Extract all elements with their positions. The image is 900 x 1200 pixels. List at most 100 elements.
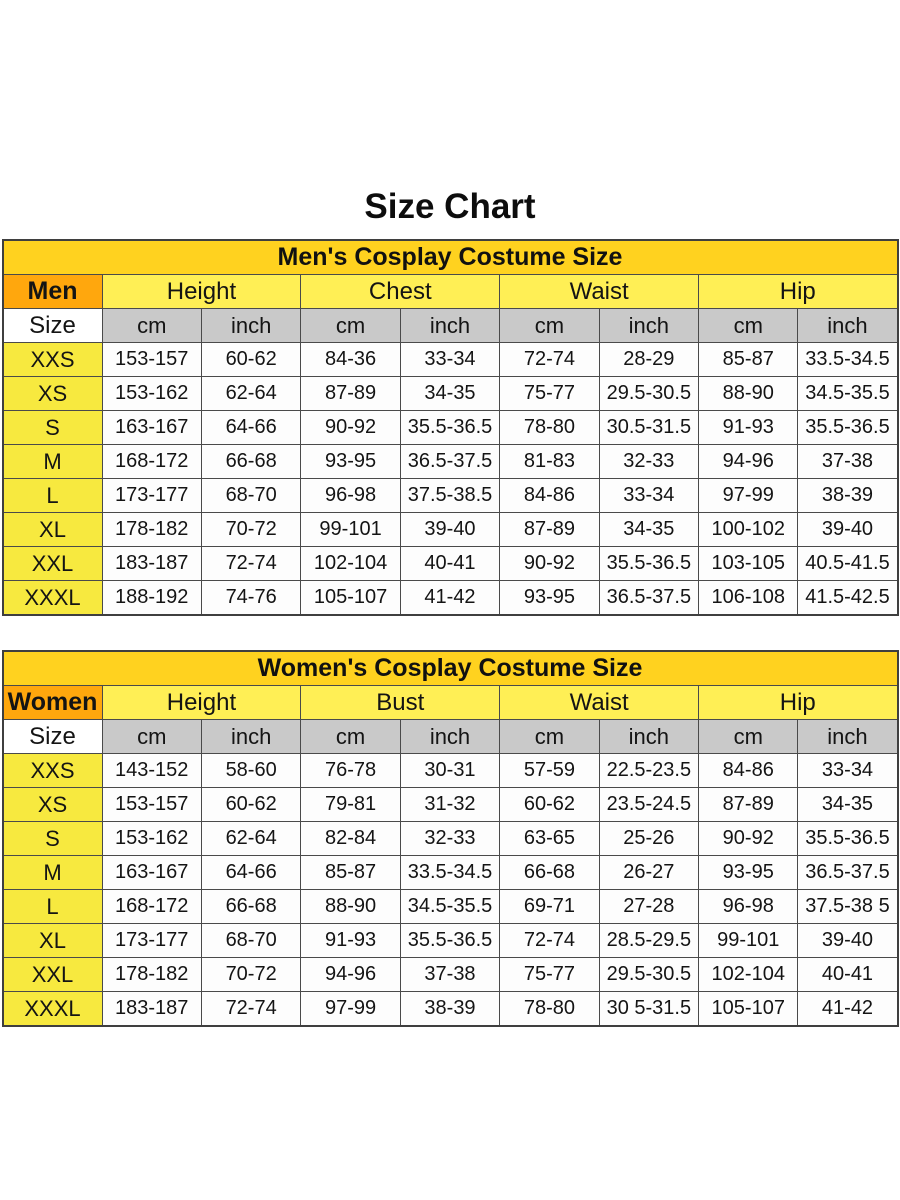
table-row: M 168-172 66-68 93-95 36.5-37.5 81-83 32-33 94-… [2,444,898,479]
data-cell: 33-34 [399,342,501,377]
data-cell: 62-64 [200,821,302,856]
data-cell: 153-162 [101,376,202,411]
size-label-cell: M [2,855,103,890]
data-cell: 90-92 [499,546,600,581]
group-header-row: Men Height Chest Waist Hip [2,274,898,309]
data-cell: 97-99 [698,478,799,513]
size-label-cell: XXL [2,546,103,581]
data-cell: 79-81 [300,787,401,822]
top-whitespace [0,0,900,184]
table-row: XL 173-177 68-70 91-93 35.5-36.5 72-74 28.5-29… [2,923,898,958]
data-cell: 23.5-24.5 [598,787,700,822]
size-label-cell: XXS [2,342,103,377]
data-cell: 105-107 [698,991,799,1027]
unit-cell: inch [200,719,302,754]
table-row: XXL 178-182 70-72 94-96 37-38 75-77 29.5-30.5 1… [2,957,898,992]
data-cell: 68-70 [200,478,302,513]
size-header-cell: Size [2,308,103,343]
table-title-row: Men's Cosplay Costume Size [2,239,898,275]
table-row: XXXL 188-192 74-76 105-107 41-42 93-95 36.5-37… [2,580,898,616]
data-cell: 35.5-36.5 [399,923,501,958]
data-cell: 163-167 [101,855,202,890]
unit-cell: cm [101,719,202,754]
data-cell: 153-157 [101,787,202,822]
data-cell: 78-80 [499,410,600,445]
data-cell: 35.5-36.5 [399,410,501,445]
data-cell: 40-41 [797,957,898,992]
data-cell: 105-107 [300,580,401,616]
data-cell: 34-35 [797,787,898,822]
table-row: XS 153-157 60-62 79-81 31-32 60-62 23.5-24.5 87… [2,787,898,822]
data-cell: 64-66 [200,410,302,445]
data-cell: 103-105 [698,546,799,581]
data-cell: 85-87 [698,342,799,377]
data-cell: 60-62 [499,787,600,822]
unit-header-row: Size cm inch cm inch cm inch cm inch [2,719,898,754]
data-cell: 173-177 [101,923,202,958]
data-cell: 72-74 [499,342,600,377]
data-cell: 96-98 [698,889,799,924]
data-cell: 35.5-36.5 [598,546,700,581]
unit-cell: cm [698,719,799,754]
data-cell: 106-108 [698,580,799,616]
data-cell: 84-36 [300,342,401,377]
unit-header-row: Size cm inch cm inch cm inch cm inch [2,308,898,343]
data-cell: 35.5-36.5 [797,410,898,445]
data-cell: 39-40 [797,512,898,547]
data-cell: 26-27 [598,855,700,890]
data-cell: 84-86 [499,478,600,513]
data-cell: 178-182 [101,512,202,547]
data-cell: 29.5-30.5 [598,376,700,411]
data-cell: 88-90 [698,376,799,411]
size-label-cell: L [2,889,103,924]
data-cell: 93-95 [300,444,401,479]
group-header-height: Height [101,274,302,309]
data-cell: 183-187 [101,991,202,1027]
unit-cell: cm [499,308,600,343]
data-cell: 36.5-37.5 [399,444,501,479]
data-cell: 69-71 [499,889,600,924]
group-header-hip: Hip [698,274,898,309]
data-cell: 32-33 [399,821,501,856]
data-cell: 66-68 [200,889,302,924]
data-cell: 81-83 [499,444,600,479]
data-cell: 82-84 [300,821,401,856]
data-cell: 100-102 [698,512,799,547]
data-cell: 32-33 [598,444,700,479]
group-header-chest: Chest [300,274,501,309]
data-cell: 41.5-42.5 [797,580,898,616]
womens-table-body: XXS 143-152 58-60 76-78 30-31 57-59 22.5-23.5 8… [2,753,898,1027]
unit-cell: cm [101,308,202,343]
data-cell: 68-70 [200,923,302,958]
data-cell: 37.5-38.5 [399,478,501,513]
table-row: L 168-172 66-68 88-90 34.5-35.5 69-71 27-28 96-… [2,889,898,924]
data-cell: 168-172 [101,444,202,479]
data-cell: 34.5-35.5 [399,889,501,924]
size-label-cell: XXL [2,957,103,992]
data-cell: 72-74 [200,546,302,581]
data-cell: 94-96 [300,957,401,992]
size-label-cell: XS [2,787,103,822]
data-cell: 33.5-34.5 [797,342,898,377]
data-cell: 38-39 [797,478,898,513]
data-cell: 102-104 [698,957,799,992]
size-label-cell: S [2,410,103,445]
data-cell: 66-68 [200,444,302,479]
data-cell: 33.5-34.5 [399,855,501,890]
group-header-height: Height [101,685,302,720]
data-cell: 37-38 [797,444,898,479]
data-cell: 163-167 [101,410,202,445]
data-cell: 22.5-23.5 [598,753,700,788]
data-cell: 39-40 [399,512,501,547]
data-cell: 99-101 [300,512,401,547]
data-cell: 93-95 [499,580,600,616]
unit-cell: cm [300,308,401,343]
data-cell: 93-95 [698,855,799,890]
data-cell: 72-74 [200,991,302,1027]
data-cell: 36.5-37.5 [797,855,898,890]
data-cell: 36.5-37.5 [598,580,700,616]
data-cell: 188-192 [101,580,202,616]
data-cell: 90-92 [300,410,401,445]
group-header-hip: Hip [698,685,898,720]
